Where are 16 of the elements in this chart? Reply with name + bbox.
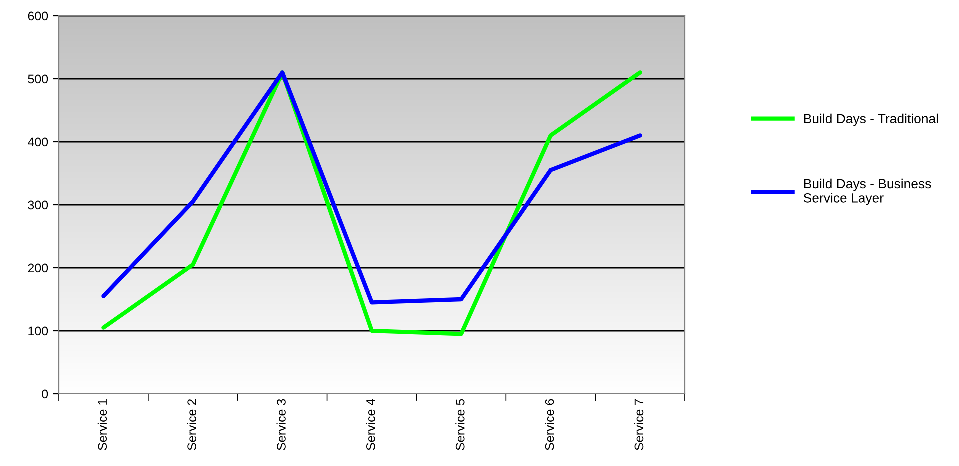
y-tick-label: 200 <box>28 264 48 273</box>
y-tick-label: 400 <box>28 138 48 147</box>
y-tick-label: 500 <box>28 74 48 84</box>
y-tick-label: 600 <box>28 12 48 21</box>
y-tick-label: 300 <box>28 200 48 210</box>
x-tick-label: Service 1 <box>98 399 108 450</box>
legend-label: Build Days - Business Service Layer <box>804 178 932 206</box>
x-tick-label: Service 7 <box>634 399 644 450</box>
x-tick-label: Service 2 <box>187 399 196 450</box>
x-tick-label: Service 3 <box>276 399 286 450</box>
x-tick-label: Service 6 <box>545 399 554 450</box>
x-tick-label: Service 5 <box>456 399 465 450</box>
legend-label: Build Days - Traditional <box>804 114 938 126</box>
y-tick-label: 0 <box>42 390 48 399</box>
y-tick-label: 100 <box>28 326 48 336</box>
x-tick-label: Service 4 <box>366 399 376 450</box>
